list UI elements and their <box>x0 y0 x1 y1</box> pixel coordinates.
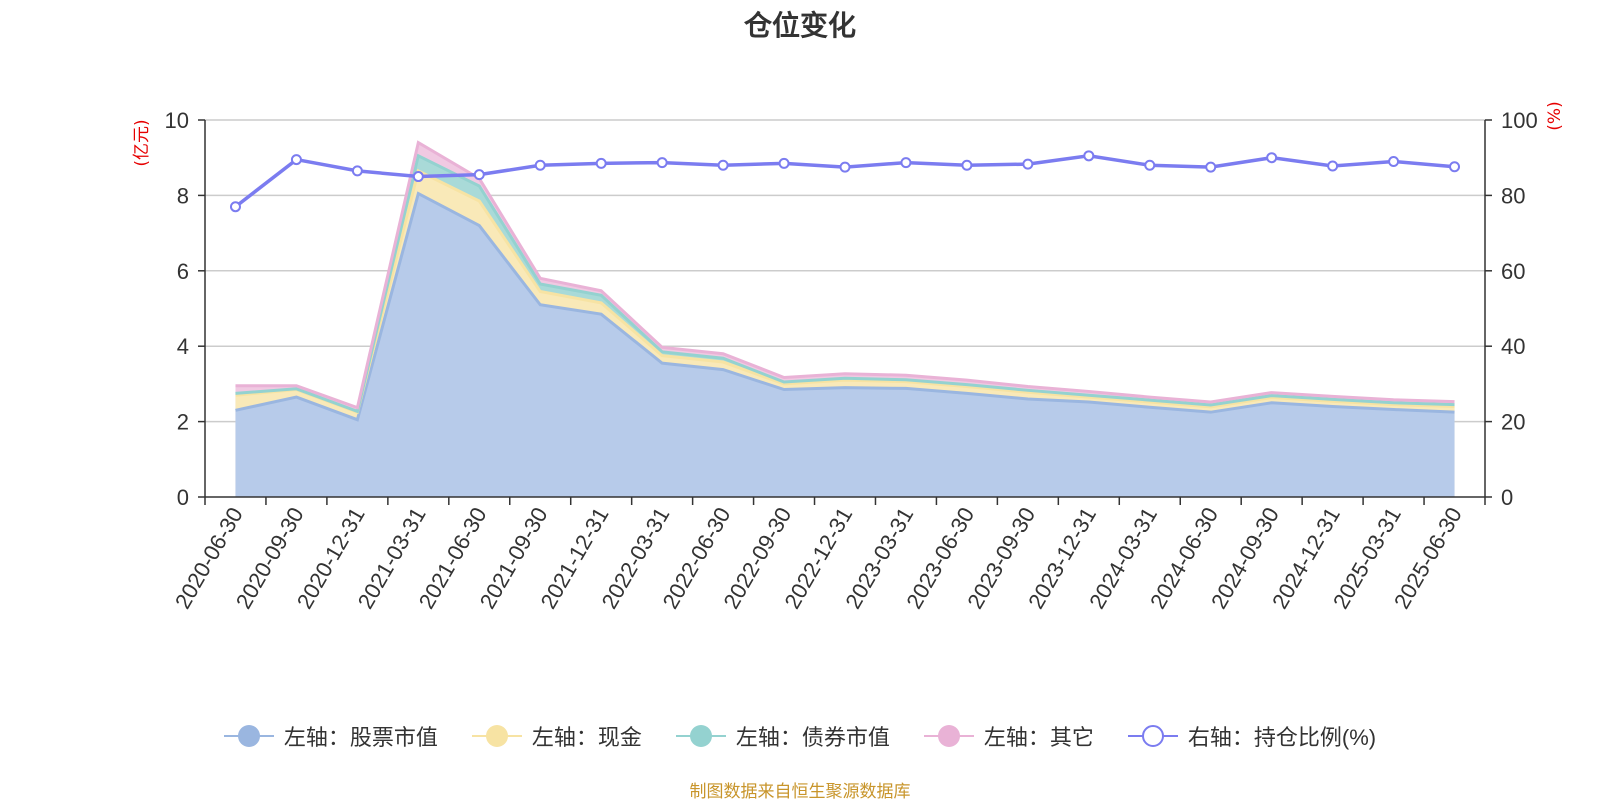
area-edge-左轴：其它 <box>235 140 1455 410</box>
legend-marker-icon <box>675 722 726 750</box>
ratio-point <box>717 159 729 171</box>
area-series <box>235 140 1455 497</box>
area-edge-左轴：现金 <box>235 168 1455 415</box>
ratio-point <box>473 169 485 181</box>
left-axis-tick-label: 4 <box>177 334 189 359</box>
right-axis-tick-label: 60 <box>1501 259 1525 284</box>
ratio-point <box>1266 152 1278 164</box>
area-edge-左轴：股票市值 <box>235 191 1455 422</box>
ratio-point <box>229 201 241 213</box>
chart-title: 仓位变化 <box>743 10 856 41</box>
legend-marker-icon <box>1127 722 1178 750</box>
right-axis-tick-label: 80 <box>1501 183 1525 208</box>
ratio-point <box>595 157 607 169</box>
ratio-point <box>961 159 973 171</box>
legend-marker-icon <box>923 722 974 750</box>
ratio-point <box>1022 158 1034 170</box>
legend-label: 左轴：股票市值 <box>283 725 438 750</box>
ratio-point <box>1205 161 1217 173</box>
left-axis-tick-label: 6 <box>177 259 189 284</box>
left-axis-tick-label: 10 <box>165 108 189 133</box>
ratio-point <box>900 157 912 169</box>
ratio-point <box>1144 159 1156 171</box>
right-axis-unit: (%) <box>1545 101 1565 130</box>
area-左轴：股票市值 <box>235 193 1455 497</box>
legend-item[interactable]: 左轴：现金 <box>471 720 642 752</box>
left-axis-tick-label: 0 <box>177 485 189 510</box>
ratio-point <box>534 159 546 171</box>
ratio-point <box>778 157 790 169</box>
legend-marker-icon <box>471 722 522 750</box>
legend: 左轴：股票市值 左轴：现金 左轴：债券市值 左轴：其它 右轴：持仓比例(%) <box>0 720 1600 752</box>
ratio-point <box>1449 161 1461 173</box>
legend-label: 左轴：其它 <box>983 725 1094 750</box>
right-axis-tick-label: 20 <box>1501 410 1525 435</box>
ratio-point <box>1083 150 1095 162</box>
legend-item[interactable]: 右轴：持仓比例(%) <box>1127 720 1377 752</box>
right-axis-tick-label: 40 <box>1501 334 1525 359</box>
left-axis-tick-label: 2 <box>177 410 189 435</box>
ratio-point <box>351 165 363 177</box>
ratio-point <box>1388 155 1400 167</box>
left-axis-tick-label: 8 <box>177 183 189 208</box>
ratio-point <box>656 157 668 169</box>
legend-item[interactable]: 左轴：其它 <box>923 720 1094 752</box>
ratio-point <box>839 161 851 173</box>
legend-item[interactable]: 左轴：债券市值 <box>675 720 890 752</box>
legend-label: 左轴：现金 <box>531 725 642 750</box>
left-axis-unit: (亿元) <box>132 119 152 166</box>
data-source-note: 制图数据来自恒生聚源数据库 <box>689 782 911 801</box>
ratio-point <box>412 171 424 183</box>
ratio-point <box>1327 160 1339 172</box>
right-axis-tick-label: 0 <box>1501 485 1513 510</box>
ratio-line-series <box>229 150 1461 213</box>
legend-label: 右轴：持仓比例(%) <box>1187 725 1377 750</box>
ratio-point <box>290 154 302 166</box>
area-edge-左轴：债券市值 <box>235 153 1455 414</box>
legend-label: 左轴：债券市值 <box>735 725 890 750</box>
legend-marker-icon <box>223 722 274 750</box>
legend-item[interactable]: 左轴：股票市值 <box>223 720 438 752</box>
right-axis-tick-label: 100 <box>1501 108 1538 133</box>
